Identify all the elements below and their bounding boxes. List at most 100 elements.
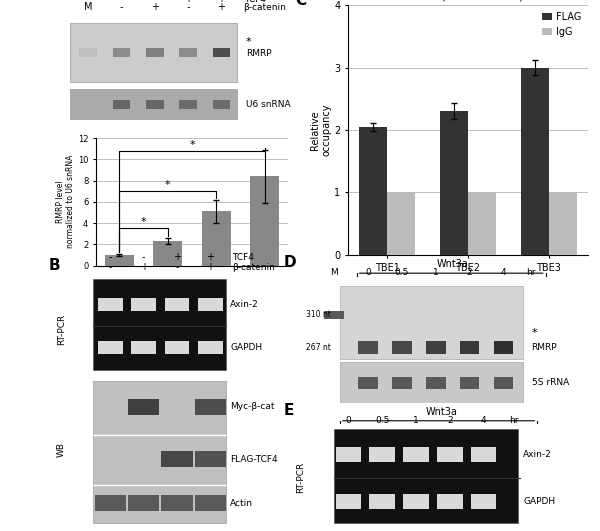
Bar (165, 341, 189, 354)
Text: +: + (151, 2, 159, 12)
Y-axis label: RMRP level
normalized to U6 snRNA: RMRP level normalized to U6 snRNA (56, 155, 75, 249)
Text: Myc-β-cat: Myc-β-cat (230, 402, 275, 411)
Bar (131, 341, 156, 354)
Text: 0.5: 0.5 (395, 268, 409, 277)
Text: RMRP: RMRP (532, 343, 557, 352)
Bar (426, 377, 446, 389)
Text: *: * (532, 328, 537, 338)
Text: M: M (331, 268, 338, 277)
Text: U6 snRNA: U6 snRNA (246, 100, 290, 109)
Bar (471, 494, 496, 509)
Bar (460, 341, 479, 354)
Text: 1: 1 (433, 268, 439, 277)
Text: *: * (141, 217, 146, 227)
Bar (105, 255, 134, 266)
Bar (70, 89, 237, 120)
Text: β-catenin: β-catenin (244, 3, 286, 12)
Bar (392, 377, 412, 389)
Bar (128, 399, 159, 415)
Bar (403, 448, 428, 462)
Text: +: + (217, 2, 226, 12)
Text: *: * (189, 140, 195, 150)
Text: RT-PCR: RT-PCR (296, 462, 305, 493)
Bar (335, 494, 361, 509)
Text: 0: 0 (346, 416, 351, 424)
Text: *: * (246, 37, 251, 47)
Bar (92, 279, 226, 370)
Bar (153, 241, 182, 266)
Bar (146, 100, 164, 109)
Text: WB: WB (57, 442, 66, 457)
Text: Axin-2: Axin-2 (523, 450, 552, 459)
Text: 2: 2 (447, 416, 452, 424)
Bar (98, 298, 122, 311)
Bar (494, 341, 513, 354)
Text: Wnt3a: Wnt3a (437, 259, 469, 269)
Bar (387, 193, 415, 255)
Bar (335, 448, 361, 462)
Bar (426, 341, 446, 354)
Text: M: M (84, 2, 92, 12)
Text: Actin: Actin (230, 499, 253, 508)
Text: -: - (187, 2, 190, 12)
Text: hr: hr (526, 268, 535, 277)
Bar (521, 68, 549, 255)
Text: +: + (206, 252, 214, 262)
Text: β-catenin: β-catenin (233, 263, 275, 272)
Bar (370, 448, 395, 462)
Bar (359, 127, 387, 255)
Bar (202, 211, 231, 266)
Bar (70, 23, 237, 82)
Text: Wnt3a: Wnt3a (425, 407, 457, 417)
Bar (392, 341, 412, 354)
Text: 0.5: 0.5 (375, 416, 389, 424)
Text: RT-PCR: RT-PCR (57, 314, 66, 345)
Bar (370, 494, 395, 509)
Bar (195, 399, 226, 415)
Text: -: - (109, 262, 112, 272)
Y-axis label: Relative
occupancy: Relative occupancy (310, 104, 331, 156)
Bar (165, 298, 189, 311)
Title: ChIP (Anti-FLAG Ab): ChIP (Anti-FLAG Ab) (413, 0, 523, 2)
Text: TCF4: TCF4 (244, 0, 265, 4)
Text: E: E (283, 402, 294, 417)
Bar (198, 341, 223, 354)
Bar (460, 377, 479, 389)
Text: GAPDH: GAPDH (230, 343, 262, 352)
Text: 2: 2 (467, 268, 472, 277)
Text: 1: 1 (413, 416, 419, 424)
Text: Axin-2: Axin-2 (230, 300, 259, 309)
Bar (95, 495, 126, 511)
Text: TCF4: TCF4 (233, 253, 254, 262)
Text: FLAG-TCF4: FLAG-TCF4 (230, 455, 278, 464)
Text: 310 nt: 310 nt (306, 311, 331, 320)
Text: -: - (153, 0, 157, 4)
Text: +: + (140, 262, 148, 272)
Bar (212, 48, 230, 57)
Text: *: * (165, 180, 170, 190)
Bar (437, 448, 463, 462)
Bar (161, 495, 193, 511)
Bar (325, 311, 344, 320)
Bar (549, 193, 577, 255)
Bar (179, 48, 197, 57)
Bar (198, 298, 223, 311)
Bar (92, 381, 226, 523)
Bar (212, 100, 230, 109)
Bar (128, 495, 159, 511)
Text: RMRP: RMRP (246, 49, 271, 58)
Text: -: - (120, 2, 123, 12)
Text: +: + (217, 0, 226, 4)
Text: C: C (295, 0, 307, 8)
Text: -: - (175, 262, 179, 272)
Text: +: + (173, 252, 181, 262)
Text: 0: 0 (365, 268, 371, 277)
Bar (471, 448, 496, 462)
Bar (358, 341, 378, 354)
Text: hr: hr (509, 416, 518, 424)
Bar (440, 112, 468, 255)
Bar (195, 451, 226, 467)
Bar (98, 341, 122, 354)
Bar (340, 286, 523, 359)
Text: -: - (142, 252, 145, 262)
